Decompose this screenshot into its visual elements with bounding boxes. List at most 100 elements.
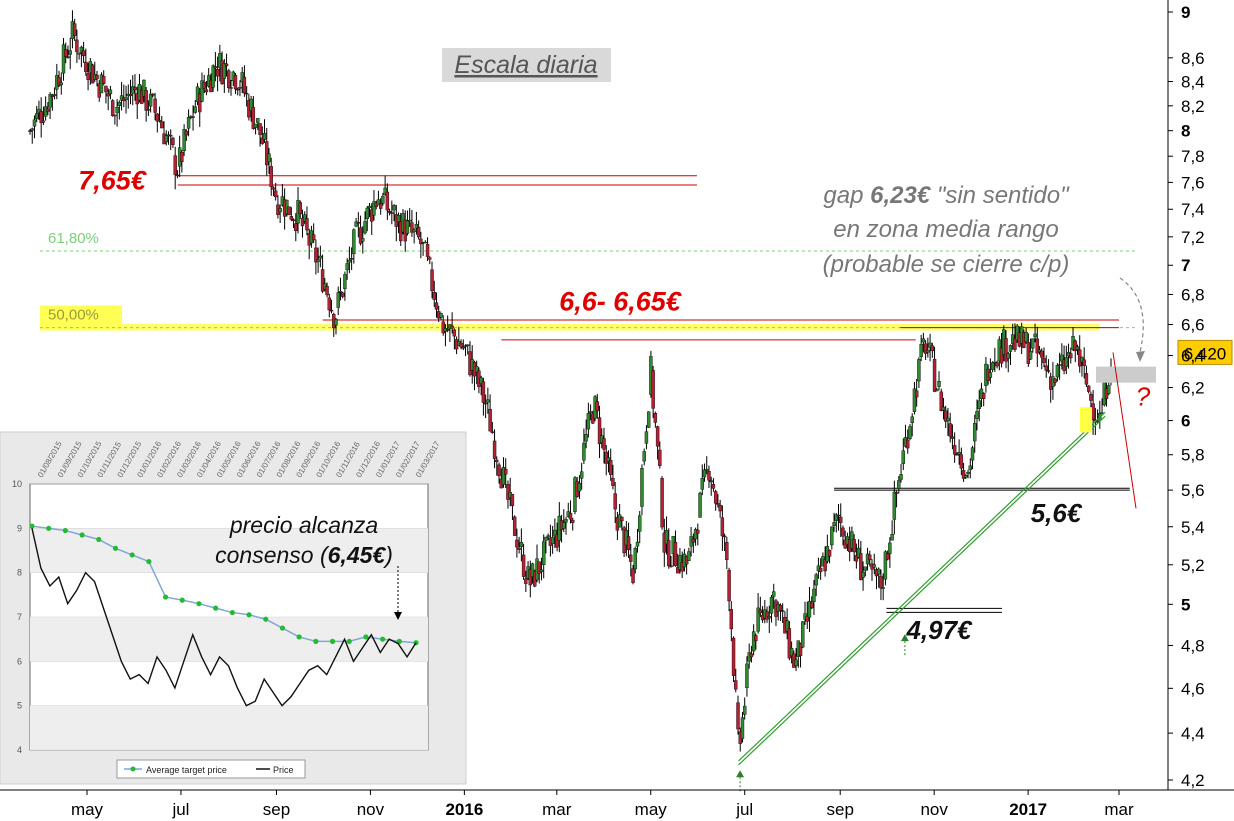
candle-body xyxy=(157,119,162,122)
candle-body xyxy=(242,76,247,94)
candle-body xyxy=(441,321,445,334)
trendline xyxy=(736,411,1106,792)
candle-body xyxy=(385,191,390,211)
y-tick-label: 4,4 xyxy=(1181,724,1205,743)
candle-body xyxy=(376,199,381,206)
candle-body xyxy=(1060,354,1064,362)
candle-body xyxy=(571,519,575,523)
candle-body xyxy=(64,49,68,57)
candle-body xyxy=(445,329,450,331)
inset-band xyxy=(30,617,428,662)
inset-target-point xyxy=(179,597,185,603)
candle-body xyxy=(745,663,749,688)
candle-body xyxy=(84,61,88,73)
candle-body xyxy=(939,391,943,412)
candle-body xyxy=(751,631,756,652)
candle-body xyxy=(492,440,497,459)
candle-body xyxy=(273,190,278,198)
candle-body xyxy=(512,516,517,536)
candle-body xyxy=(271,187,276,190)
candle-body xyxy=(537,561,541,574)
candle-body xyxy=(144,90,148,111)
candle-body xyxy=(1073,340,1077,352)
candle-body xyxy=(37,108,41,113)
annotation-label: 7,65€ xyxy=(78,166,147,196)
inset-target-point xyxy=(46,525,52,531)
candle-body xyxy=(430,269,434,292)
candle-body xyxy=(892,491,897,520)
inset-target-point xyxy=(229,609,235,616)
candle-body xyxy=(553,529,557,537)
candle-body xyxy=(1042,358,1046,363)
candle-body xyxy=(115,107,119,114)
y-tick-label: 6,6 xyxy=(1181,316,1205,335)
candle-body xyxy=(504,468,508,475)
gap-note-line3: (probable se cierre c/p) xyxy=(823,251,1070,278)
candle-body xyxy=(620,516,624,522)
chart-title: Escala diaria xyxy=(454,51,597,79)
candle-body xyxy=(1075,346,1080,350)
x-tick-label: mar xyxy=(542,800,572,819)
gap-zone xyxy=(1096,366,1156,383)
candle-body xyxy=(381,195,385,204)
candle-body xyxy=(912,388,917,412)
candle-body xyxy=(651,370,655,409)
candle-body xyxy=(977,400,981,409)
candle-body xyxy=(66,56,70,58)
candle-body xyxy=(1080,356,1084,363)
candle-body xyxy=(52,94,57,96)
y-tick-label: 7,8 xyxy=(1181,147,1205,166)
candle-body xyxy=(613,493,617,510)
candle-body xyxy=(378,203,383,209)
candle-body xyxy=(68,50,72,55)
candle-body xyxy=(466,344,470,346)
candle-body xyxy=(171,137,175,145)
candle-body xyxy=(35,113,39,119)
candle-body xyxy=(758,609,763,614)
candle-body xyxy=(602,438,606,450)
trend-touch-highlight xyxy=(1080,407,1092,433)
candle-body xyxy=(117,101,122,107)
candle-body xyxy=(655,426,660,447)
last-price-label: 6,420 xyxy=(1184,344,1227,363)
candle-body xyxy=(1040,350,1044,358)
candle-body xyxy=(407,219,412,222)
inset-target-point xyxy=(112,545,119,551)
candle-body xyxy=(289,216,294,220)
candle-body xyxy=(501,467,506,485)
candle-body xyxy=(506,484,510,500)
inset-price-line xyxy=(31,528,417,707)
title-box xyxy=(442,48,611,82)
inset-target-point xyxy=(380,636,386,642)
candle-body xyxy=(970,447,975,461)
candle-body xyxy=(1055,364,1060,378)
candle-body xyxy=(521,554,526,577)
y-tick-label: 5,6 xyxy=(1181,481,1205,500)
candle-body xyxy=(39,111,43,123)
candle-body xyxy=(584,434,588,442)
candle-body xyxy=(658,449,662,466)
candle-body xyxy=(789,648,794,656)
candle-body xyxy=(595,401,600,412)
candle-body xyxy=(300,218,305,227)
candle-body xyxy=(486,399,490,403)
candle-body xyxy=(676,567,680,574)
candle-body xyxy=(910,416,914,423)
candle-body xyxy=(577,482,582,492)
candle-body xyxy=(1028,350,1033,360)
inset-target-point xyxy=(162,594,169,600)
annotation-label: 6,6- 6,65€ xyxy=(559,286,682,316)
candle-body xyxy=(133,87,137,91)
candle-body xyxy=(459,342,463,348)
candle-body xyxy=(211,65,215,88)
candle-body xyxy=(32,119,37,127)
candle-body xyxy=(1086,385,1091,392)
candle-body xyxy=(262,132,267,140)
candle-body xyxy=(153,98,157,113)
candle-body xyxy=(316,259,320,262)
fib-label: 61,80% xyxy=(48,230,99,247)
candle-body xyxy=(1024,331,1028,342)
gap-arrow-head xyxy=(1136,351,1145,362)
